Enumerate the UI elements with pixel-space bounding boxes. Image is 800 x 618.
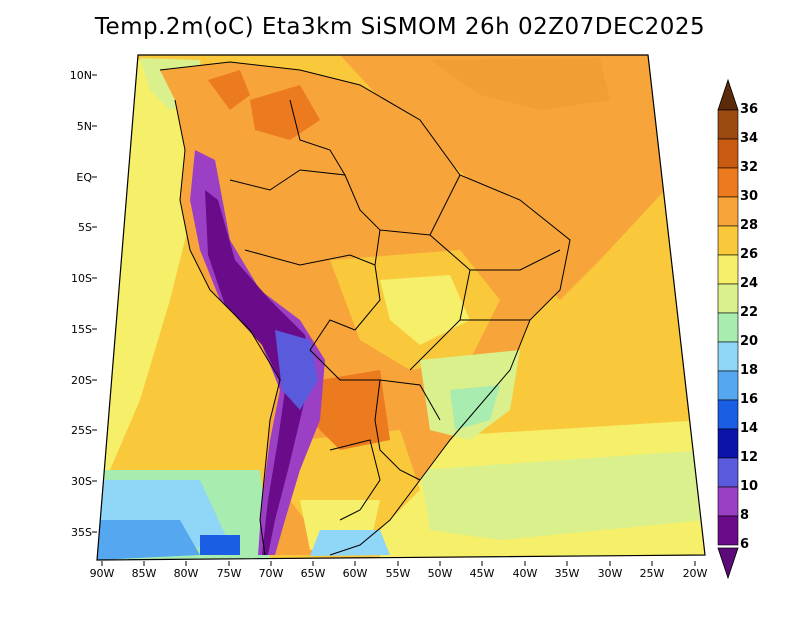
colorbar-segment [717, 486, 739, 517]
colorbar-label: 36 [740, 102, 758, 117]
lon-label: 60W [343, 567, 368, 580]
lon-label: 35W [555, 567, 580, 580]
lon-label: 20W [683, 567, 708, 580]
colorbar-label: 8 [740, 508, 749, 523]
map-title: Temp.2m(oC) Eta3km SiSMOM 26h 02Z07DEC20… [94, 14, 706, 40]
longitude-axis: 90W 85W 80W 75W 70W 65W 60W 55W 50W 45W … [90, 567, 708, 580]
latitude-ticks [92, 74, 97, 533]
lat-label: 20S [71, 374, 92, 387]
lon-label: 45W [470, 567, 495, 580]
colorbar: 36 34 32 30 28 26 24 22 20 18 16 14 12 1… [717, 78, 758, 580]
lon-label: 50W [428, 567, 453, 580]
lon-label: 65W [301, 567, 326, 580]
colorbar-label: 30 [740, 189, 758, 204]
colorbar-label: 14 [740, 421, 758, 436]
lat-label: 5N [77, 120, 92, 133]
colorbar-label: 32 [740, 160, 758, 175]
colorbar-label: 6 [740, 537, 749, 552]
temperature-field [97, 55, 705, 560]
lat-label: 25S [71, 424, 92, 437]
lat-label: 15S [71, 323, 92, 336]
colorbar-label: 22 [740, 305, 758, 320]
lon-label: 25W [640, 567, 665, 580]
colorbar-label: 34 [740, 131, 758, 146]
colorbar-segment [717, 283, 739, 314]
colorbar-label: 20 [740, 334, 758, 349]
colorbar-segment [717, 370, 739, 401]
lon-label: 75W [217, 567, 242, 580]
colorbar-segment [717, 312, 739, 343]
colorbar-label: 16 [740, 392, 758, 407]
colorbar-segment [717, 457, 739, 488]
lon-label: 70W [259, 567, 284, 580]
latitude-axis: 10N 5N EQ 5S 10S 15S 20S 25S 30S 35S [70, 69, 93, 539]
colorbar-bottom-arrow [717, 547, 739, 580]
colorbar-segment [717, 515, 739, 546]
lon-label: 85W [132, 567, 157, 580]
lon-label: 55W [386, 567, 411, 580]
colorbar-segment [717, 196, 739, 227]
lat-label: 10S [71, 272, 92, 285]
colorbar-label: 28 [740, 218, 758, 233]
lat-label: EQ [76, 171, 92, 184]
lon-label: 80W [174, 567, 199, 580]
lat-label: 10N [70, 69, 92, 82]
colorbar-segment [717, 428, 739, 459]
colorbar-label: 24 [740, 276, 758, 291]
map-frame [96, 54, 706, 561]
colorbar-segment [717, 167, 739, 198]
lat-label: 5S [78, 221, 92, 234]
colorbar-segment [717, 109, 739, 140]
colorbar-segment [717, 399, 739, 430]
colorbar-label: 10 [740, 479, 758, 494]
colorbar-segment [717, 254, 739, 285]
lon-label: 30W [598, 567, 623, 580]
colorbar-segment [717, 225, 739, 256]
lat-label: 35S [71, 526, 92, 539]
colorbar-label: 18 [740, 363, 758, 378]
colorbar-segment [717, 138, 739, 169]
lon-label: 40W [513, 567, 538, 580]
colorbar-segment [717, 341, 739, 372]
longitude-ticks [101, 561, 696, 566]
colorbar-label: 26 [740, 247, 758, 262]
colorbar-label: 12 [740, 450, 758, 465]
colorbar-top-arrow [717, 78, 739, 111]
lat-label: 30S [71, 475, 92, 488]
lon-label: 90W [90, 567, 115, 580]
political-borders [159, 61, 571, 556]
